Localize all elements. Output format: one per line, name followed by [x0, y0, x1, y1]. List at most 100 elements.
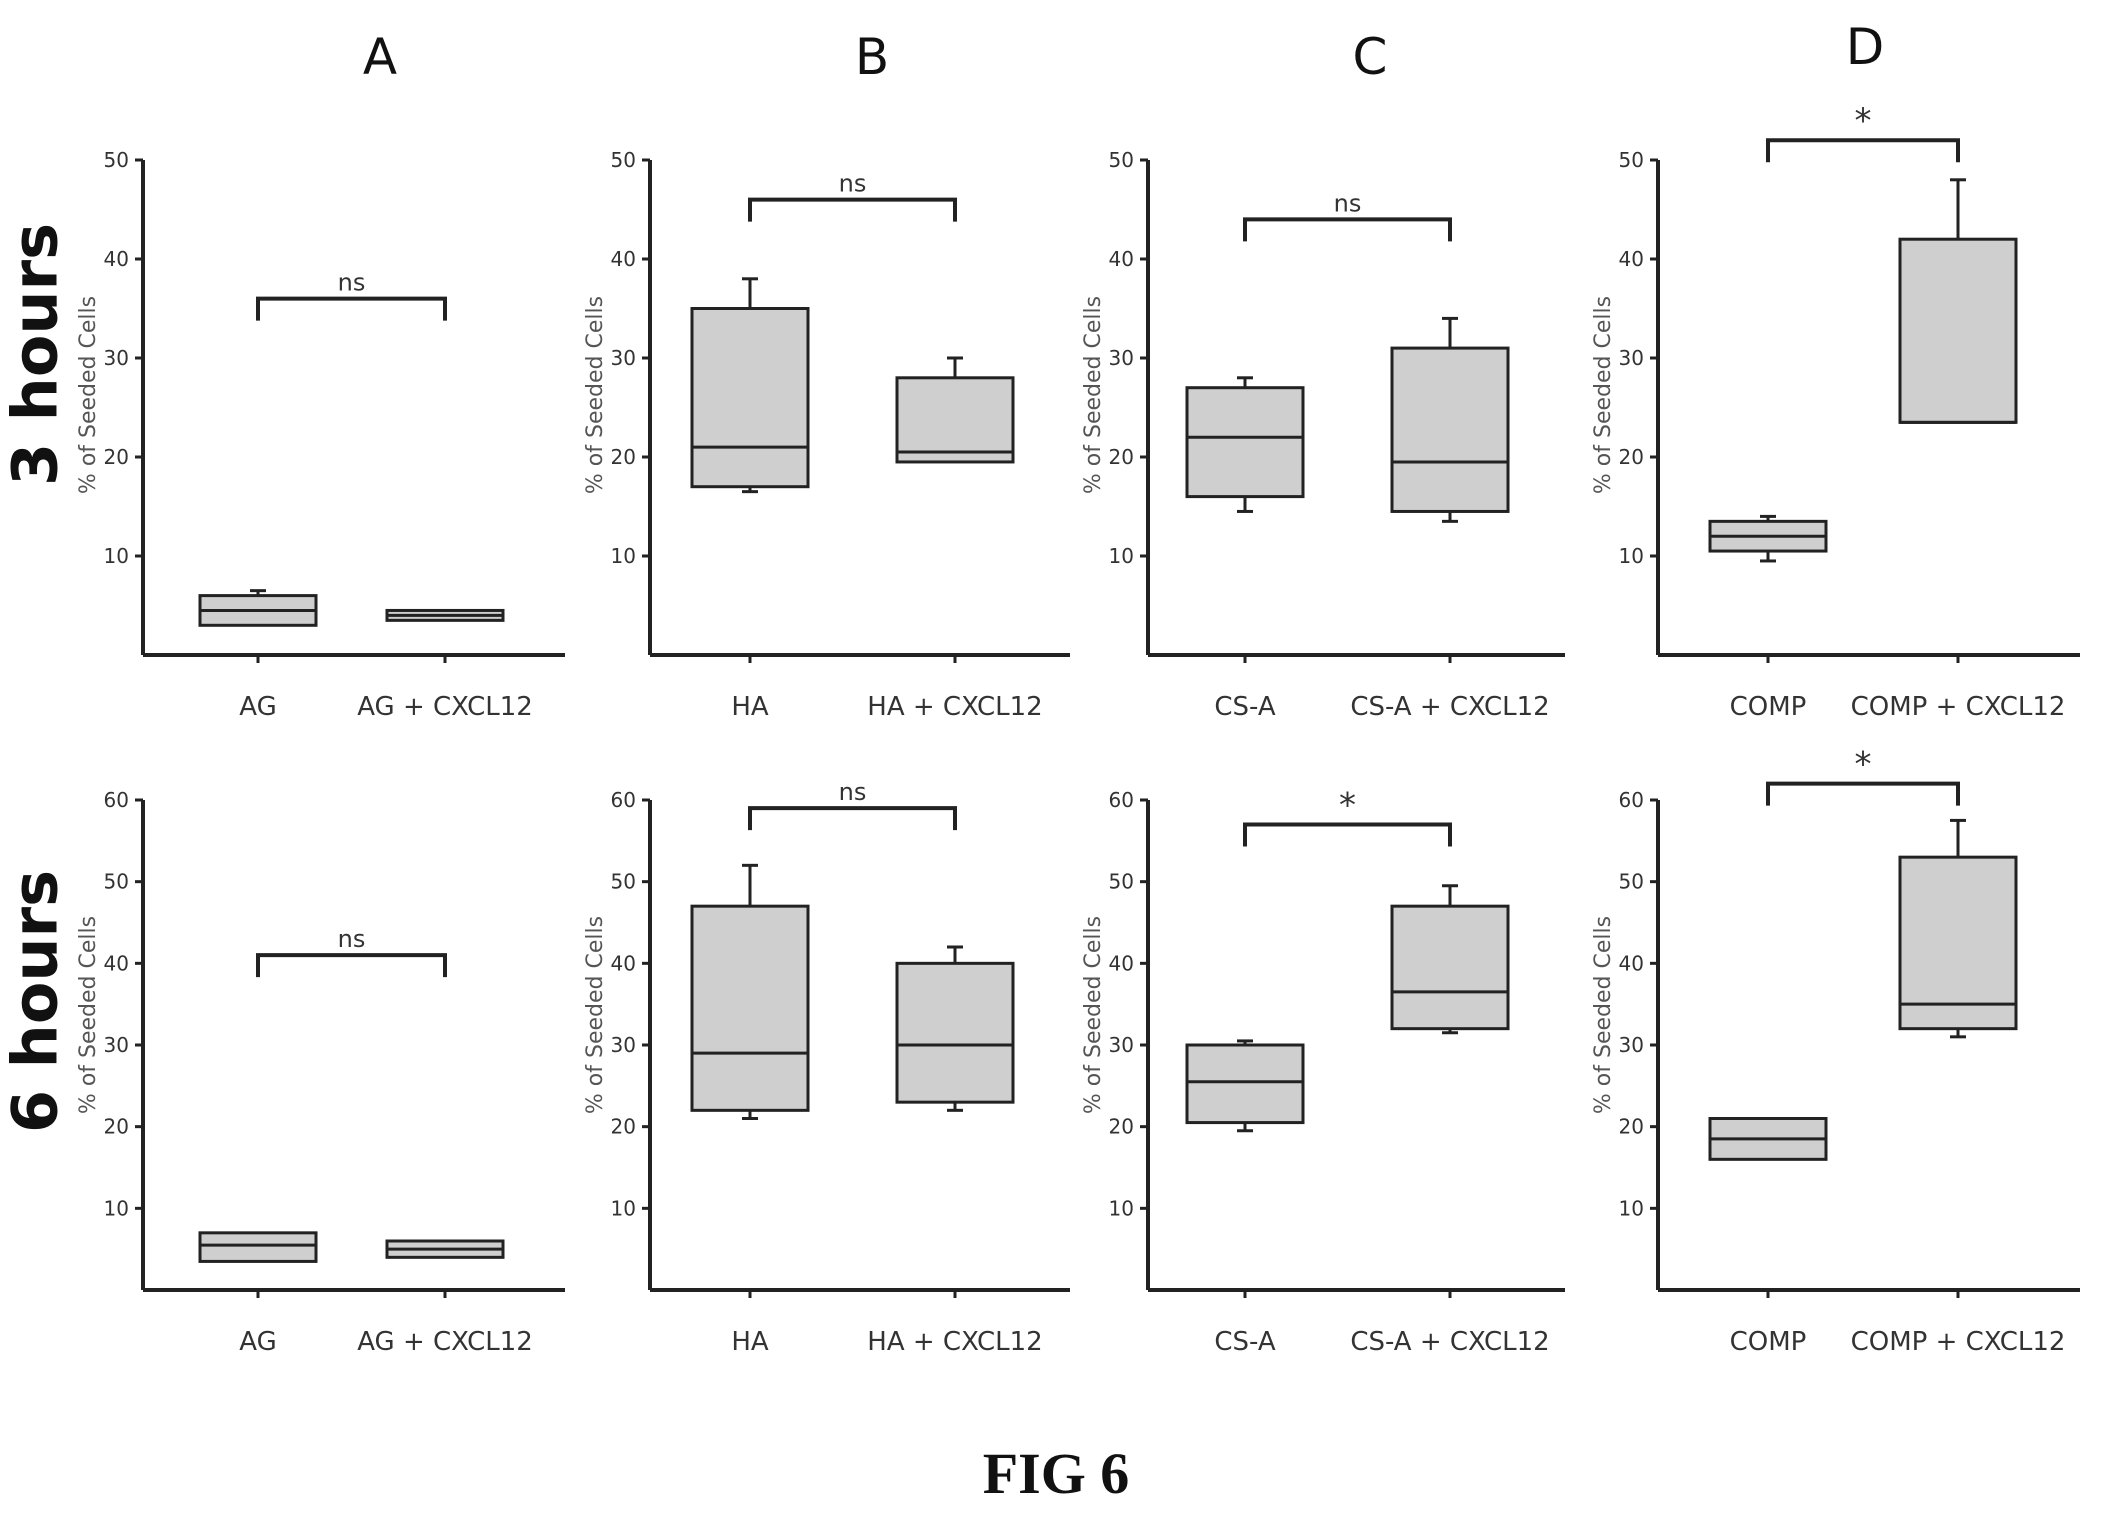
x-tick-label: HA + CXCL12 [867, 692, 1042, 722]
y-axis-label: % of Seeded Cells [1591, 916, 1616, 1114]
y-tick-label: 40 [104, 951, 129, 975]
panel-b-3-hours: 10 20 30 40 50 % of Seeded Cells HA HA + CXCL12… [583, 148, 1070, 722]
significance-bracket [748, 197, 957, 222]
y-tick-label: 50 [104, 148, 129, 172]
box-1 [1185, 386, 1305, 499]
y-tick-label: 50 [1109, 870, 1134, 894]
significance-label: ns [839, 170, 867, 198]
significance-bracket [1766, 781, 1960, 806]
y-tick-label: 30 [104, 346, 129, 370]
y-tick-label: 60 [1619, 788, 1644, 812]
box-1 [690, 307, 810, 489]
y-axis-label: % of Seeded Cells [583, 916, 608, 1114]
y-tick-label: 10 [1109, 544, 1134, 568]
y-tick-label: 30 [1109, 346, 1134, 370]
y-axis-label: % of Seeded Cells [76, 296, 101, 494]
panel-b-6-hours: 10 20 30 40 50 60 % of Seeded Cells HA HA + CXCL… [583, 778, 1070, 1357]
x-tick-label: HA + CXCL12 [867, 1327, 1042, 1357]
panel-a-6-hours: 10 20 30 40 50 60 % of Seeded Cells AG AG + CXCL… [76, 788, 565, 1357]
y-tick-label: 40 [1109, 247, 1134, 271]
y-tick-label: 40 [611, 247, 636, 271]
significance-label: * [1855, 101, 1872, 141]
y-tick-label: 10 [104, 544, 129, 568]
significance-bracket [748, 806, 957, 831]
y-tick-label: 40 [104, 247, 129, 271]
column-label-a: A [362, 28, 398, 86]
panel-a-3-hours: 10 20 30 40 50 % of Seeded Cells AG AG + CXCL12… [76, 148, 565, 722]
significance-label: * [1855, 745, 1872, 785]
box-2 [1898, 855, 2018, 1031]
significance-bracket [256, 953, 447, 978]
y-tick-label: 60 [1109, 788, 1134, 812]
y-tick-label: 20 [104, 445, 129, 469]
y-tick-label: 20 [1109, 1115, 1134, 1139]
column-label-b: B [854, 28, 890, 86]
y-tick-label: 30 [1109, 1033, 1134, 1057]
y-tick-label: 50 [611, 870, 636, 894]
box-1 [198, 1231, 318, 1263]
y-tick-label: 10 [611, 544, 636, 568]
y-tick-label: 10 [1619, 544, 1644, 568]
y-tick-label: 50 [104, 870, 129, 894]
y-tick-label: 40 [1619, 951, 1644, 975]
y-axis-label: % of Seeded Cells [76, 916, 101, 1114]
significance-label: * [1339, 786, 1356, 826]
x-tick-label: COMP [1730, 692, 1807, 722]
box-2 [1898, 237, 2018, 424]
x-tick-label: AG + CXCL12 [357, 1327, 533, 1357]
x-tick-label: HA [731, 1327, 769, 1357]
panel-c-3-hours: 10 20 30 40 50 % of Seeded Cells CS-A CS-A + CX… [1081, 148, 1565, 722]
y-tick-label: 30 [1619, 346, 1644, 370]
x-tick-label: COMP [1730, 1327, 1807, 1357]
significance-bracket [1766, 138, 1960, 163]
box-2 [1390, 904, 1510, 1031]
y-tick-label: 10 [1619, 1196, 1644, 1220]
column-label-d: D [1845, 18, 1885, 76]
panel-d-3-hours: 10 20 30 40 50 % of Seeded Cells COMP COMP + CX… [1591, 101, 2080, 722]
y-axis-label: % of Seeded Cells [583, 296, 608, 494]
y-tick-label: 60 [611, 788, 636, 812]
x-tick-label: COMP + CXCL12 [1851, 1327, 2066, 1357]
x-tick-label: AG + CXCL12 [357, 692, 533, 722]
panel-c-6-hours: 10 20 30 40 50 60 % of Seeded Cells CS-A CS-A + … [1081, 786, 1565, 1357]
y-tick-label: 10 [611, 1196, 636, 1220]
y-tick-label: 10 [1109, 1196, 1134, 1220]
box-1 [1185, 1043, 1305, 1125]
y-tick-label: 50 [1619, 870, 1644, 894]
significance-bracket [1243, 217, 1452, 242]
y-tick-label: 20 [611, 445, 636, 469]
box-1 [690, 904, 810, 1112]
y-tick-label: 20 [1619, 1115, 1644, 1139]
y-axis-label: % of Seeded Cells [1591, 296, 1616, 494]
x-tick-label: CS-A + CXCL12 [1350, 692, 1549, 722]
y-axis-label: % of Seeded Cells [1081, 916, 1106, 1114]
box-2 [1390, 346, 1510, 513]
y-tick-label: 40 [611, 951, 636, 975]
significance-label: ns [839, 778, 867, 806]
significance-label: ns [338, 269, 366, 297]
panel-d-6-hours: 10 20 30 40 50 60 % of Seeded Cells COMP COMP + … [1591, 745, 2080, 1357]
x-tick-label: AG [239, 1327, 276, 1357]
y-tick-label: 40 [1619, 247, 1644, 271]
y-tick-label: 20 [1109, 445, 1134, 469]
significance-label: ns [338, 925, 366, 953]
y-tick-label: 50 [611, 148, 636, 172]
x-tick-label: CS-A [1214, 692, 1275, 722]
x-tick-label: HA [731, 692, 769, 722]
column-label-c: C [1352, 28, 1388, 86]
box-2 [895, 376, 1015, 464]
y-tick-label: 30 [1619, 1033, 1644, 1057]
y-tick-label: 20 [1619, 445, 1644, 469]
y-tick-label: 50 [1619, 148, 1644, 172]
y-tick-label: 40 [1109, 951, 1134, 975]
significance-bracket [1243, 822, 1452, 847]
significance-label: ns [1334, 189, 1362, 217]
y-tick-label: 60 [104, 788, 129, 812]
y-tick-label: 30 [104, 1033, 129, 1057]
y-tick-label: 10 [104, 1196, 129, 1220]
x-tick-label: CS-A + CXCL12 [1350, 1327, 1549, 1357]
x-tick-label: AG [239, 692, 276, 722]
significance-bracket [256, 296, 447, 321]
